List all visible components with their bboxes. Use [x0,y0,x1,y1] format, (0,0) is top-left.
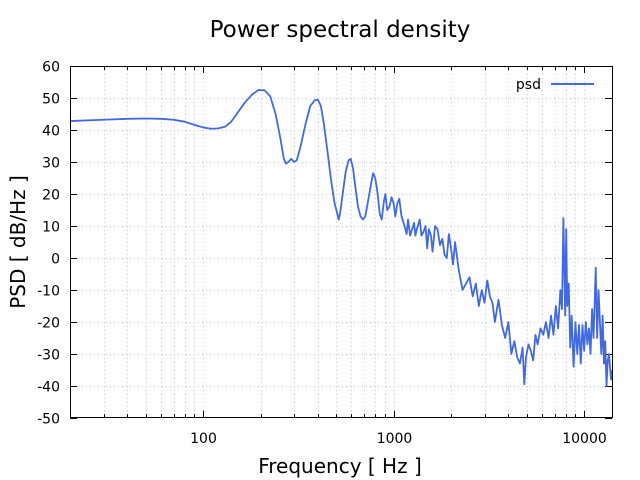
x-tick-label: 1000 [377,431,413,447]
y-tick-label: 10 [42,220,60,236]
y-tick-label: 60 [42,60,60,76]
legend: psd [516,77,594,93]
y-tick-label: -50 [37,412,60,428]
x-tick-label: 10000 [562,431,607,447]
y-tick-label: 20 [42,188,60,204]
plot-frame [70,66,613,418]
y-tick-label: -30 [37,348,60,364]
y-tick-label: -10 [37,284,60,300]
legend-label-psd: psd [516,77,541,93]
x-tick-label: 100 [190,431,217,447]
y-tick-label: 0 [51,252,60,268]
chart-title: Power spectral density [210,17,471,43]
y-tick-label: 30 [42,156,60,172]
series-line-psd [70,89,613,387]
y-tick-labels: -50 -40 -30 -20 -10 0 10 20 30 40 50 60 [37,60,60,428]
x-tick-labels: 100 1000 10000 [190,431,607,447]
grid-lines [70,66,612,418]
plot-area [70,89,613,387]
y-axis-label: PSD [ dB/Hz ] [6,175,30,309]
y-tick-label: 50 [42,92,60,108]
y-tick-label: -40 [37,380,60,396]
y-tick-label: -20 [37,316,60,332]
x-axis-label: Frequency [ Hz ] [258,454,422,478]
y-tick-label: 40 [42,124,60,140]
